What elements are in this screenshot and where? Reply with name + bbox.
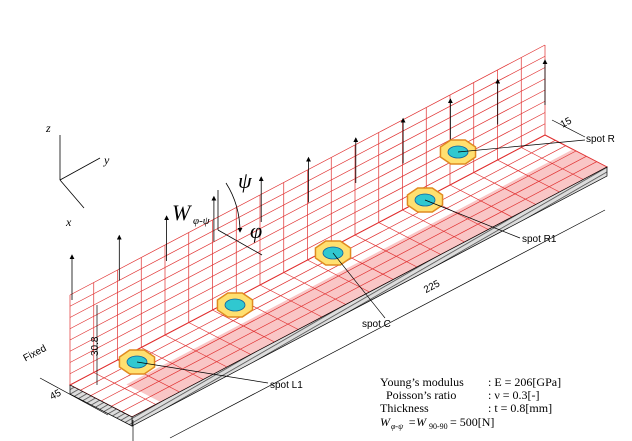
wall-grid bbox=[70, 124, 545, 374]
prop-name: Young’s modulus bbox=[380, 375, 464, 389]
spot-core bbox=[225, 299, 245, 311]
prop-name: Thickness bbox=[380, 401, 429, 415]
axis bbox=[60, 180, 84, 208]
eq-w: W bbox=[380, 415, 391, 429]
prop-value: : ν = 0.3[-] bbox=[488, 388, 540, 402]
spot-label: spot R1 bbox=[522, 234, 557, 245]
psi: ψ bbox=[238, 168, 252, 193]
axis bbox=[60, 158, 100, 180]
prop-name: Poisson’s ratio bbox=[386, 388, 456, 402]
spot-label: spot R bbox=[586, 134, 615, 145]
axis-y: y bbox=[103, 153, 110, 167]
floor-grid bbox=[80, 140, 555, 390]
prop-value: : E = 206[GPa] bbox=[488, 375, 561, 389]
load-subscript: φ-ψ bbox=[193, 215, 210, 227]
floor-grid bbox=[91, 146, 566, 396]
dim-height: 30.8 bbox=[90, 336, 101, 356]
axis-z: z bbox=[45, 121, 51, 135]
axis-x: x bbox=[65, 215, 72, 229]
eq-eq-sub: 90-90 bbox=[429, 422, 448, 431]
spot-label: spot L1 bbox=[270, 380, 303, 391]
phi: φ bbox=[250, 218, 262, 243]
eq-eq: =W bbox=[408, 415, 427, 429]
prop-value: : t = 0.8[mm] bbox=[488, 401, 552, 415]
dim-top-width: 15 bbox=[559, 115, 574, 130]
diagram: z y x W φ-ψ ψ φ 15 225 30.8 45 Fixed spo… bbox=[0, 0, 632, 441]
dim-length: 225 bbox=[422, 278, 442, 296]
floor-grid bbox=[101, 151, 576, 401]
boundary-label: Fixed bbox=[22, 343, 49, 364]
spot-label: spot C bbox=[362, 319, 391, 330]
floor-band bbox=[126, 149, 607, 402]
load-symbol: W bbox=[172, 200, 192, 225]
floor-grid bbox=[111, 156, 586, 406]
eq-result: = 500[N] bbox=[450, 415, 494, 429]
eq-w-sub: φ-ψ bbox=[391, 422, 404, 431]
